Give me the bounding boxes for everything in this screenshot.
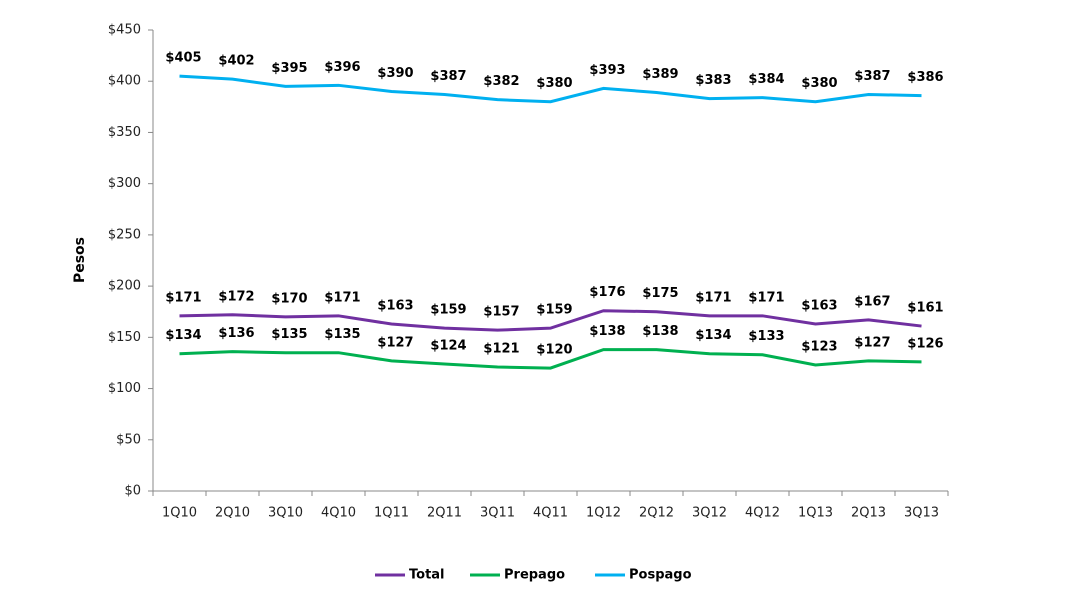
x-tick-label: 3Q12 [692, 506, 727, 521]
data-label: $389 [642, 67, 678, 82]
data-label: $135 [271, 327, 307, 342]
y-tick-label: $400 [108, 74, 141, 89]
x-tick-label: 2Q12 [639, 506, 674, 521]
data-label: $134 [695, 328, 731, 343]
series-line [179, 348, 922, 370]
data-label: $171 [748, 290, 784, 305]
x-tick-label: 4Q10 [321, 506, 356, 521]
data-label: $170 [271, 291, 307, 306]
data-label: $138 [642, 324, 678, 339]
data-label: $395 [271, 61, 307, 76]
data-label: $380 [801, 76, 837, 91]
data-label: $387 [854, 69, 890, 84]
data-label: $159 [536, 303, 572, 318]
series-line [179, 309, 922, 332]
data-label: $121 [483, 342, 519, 357]
data-label: $163 [801, 299, 837, 314]
data-label: $167 [854, 294, 890, 309]
series-line [179, 74, 922, 104]
y-tick-label: $150 [108, 330, 141, 345]
data-label: $120 [536, 343, 572, 358]
x-tick-label: 2Q10 [215, 506, 250, 521]
data-label: $127 [377, 335, 413, 350]
data-label: $172 [218, 289, 254, 304]
x-tick-label: 2Q13 [851, 506, 886, 521]
data-label: $382 [483, 74, 519, 89]
data-label: $390 [377, 66, 413, 81]
data-label: $159 [430, 303, 466, 318]
x-tick-label: 1Q10 [162, 506, 197, 521]
y-tick-label: $50 [116, 432, 141, 447]
data-label: $157 [483, 305, 519, 320]
legend-label: Prepago [504, 568, 565, 583]
data-label: $163 [377, 299, 413, 314]
data-label: $384 [748, 72, 784, 87]
x-tick-label: 3Q13 [904, 506, 939, 521]
data-label: $161 [907, 301, 943, 316]
data-label: $383 [695, 73, 731, 88]
y-tick-label: $250 [108, 227, 141, 242]
x-tick-label: 3Q11 [480, 506, 515, 521]
data-label: $127 [854, 335, 890, 350]
y-tick-label: $200 [108, 279, 141, 294]
y-axis-label: Pesos [72, 237, 88, 283]
data-label: $135 [324, 327, 360, 342]
data-label: $405 [165, 51, 201, 66]
x-tick-label: 1Q12 [586, 506, 621, 521]
x-tick-label: 1Q11 [374, 506, 409, 521]
x-tick-label: 4Q11 [533, 506, 568, 521]
y-tick-label: $450 [108, 23, 141, 38]
data-label: $171 [695, 290, 731, 305]
data-label: $134 [165, 328, 201, 343]
data-label: $171 [165, 290, 201, 305]
y-tick-label: $0 [124, 484, 141, 499]
x-tick-label: 4Q12 [745, 506, 780, 521]
legend-label: Pospago [629, 568, 692, 583]
data-label: $386 [907, 70, 943, 85]
x-tick-label: 1Q13 [798, 506, 833, 521]
data-label: $175 [642, 286, 678, 301]
x-tick-label: 3Q10 [268, 506, 303, 521]
data-label: $171 [324, 290, 360, 305]
y-tick-label: $300 [108, 176, 141, 191]
data-label: $123 [801, 339, 837, 354]
y-tick-label: $350 [108, 125, 141, 140]
data-label: $133 [748, 329, 784, 344]
data-label: $176 [589, 285, 625, 300]
legend-label: Total [409, 568, 445, 583]
data-label: $387 [430, 69, 466, 84]
data-label: $136 [218, 326, 254, 341]
data-label: $396 [324, 60, 360, 75]
data-label: $138 [589, 324, 625, 339]
x-tick-label: 2Q11 [427, 506, 462, 521]
data-label: $124 [430, 338, 466, 353]
data-label: $402 [218, 54, 254, 69]
data-label: $380 [536, 76, 572, 91]
data-label: $393 [589, 63, 625, 78]
data-label: $126 [907, 336, 943, 351]
y-tick-label: $100 [108, 381, 141, 396]
